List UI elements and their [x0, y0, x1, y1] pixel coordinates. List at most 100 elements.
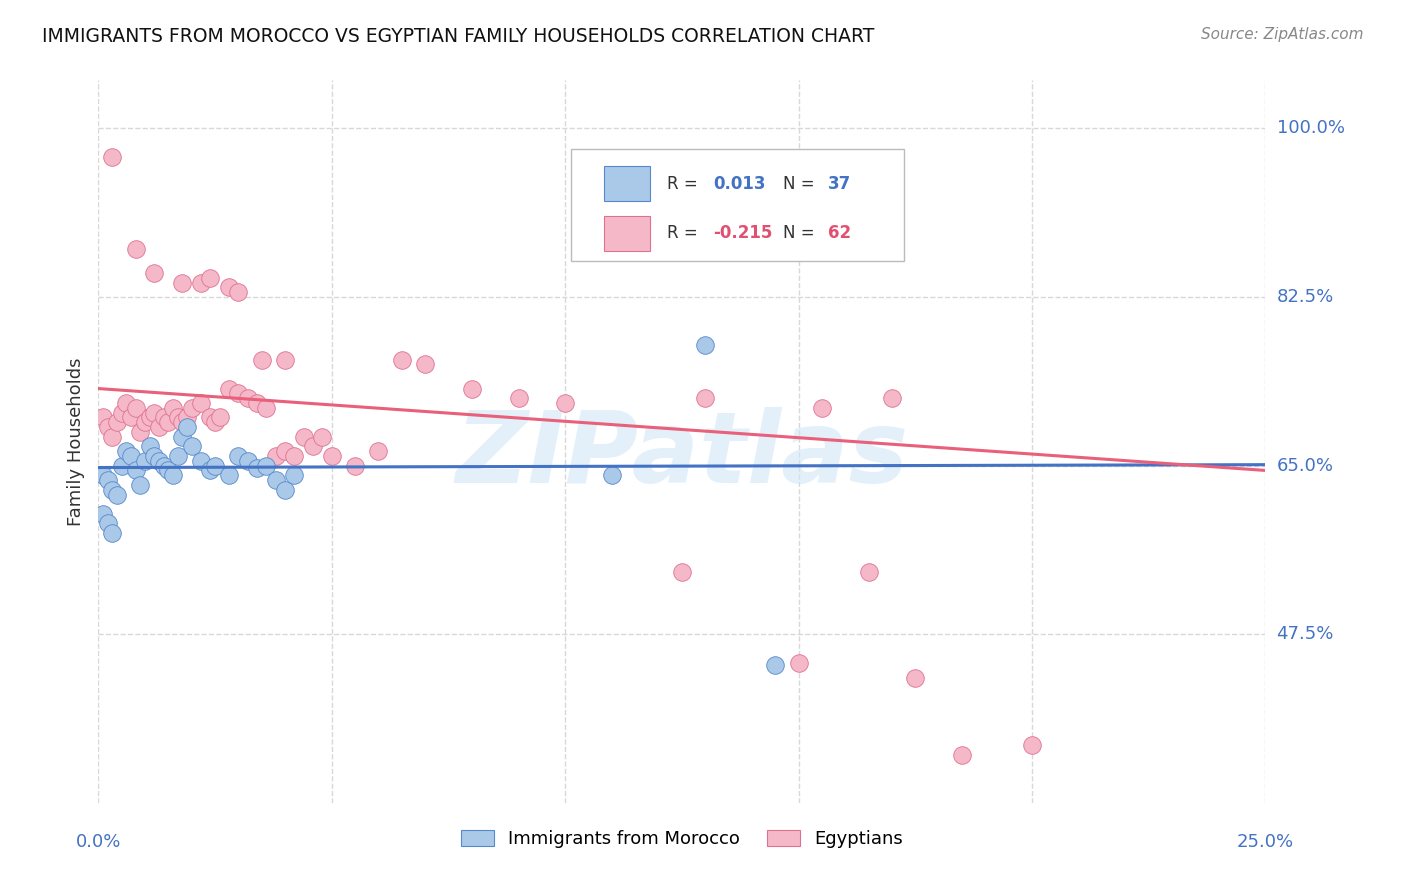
Point — [264, 473, 287, 487]
Point — [200, 270, 222, 285]
Point — [115, 444, 138, 458]
Point — [120, 449, 142, 463]
Point — [97, 516, 120, 531]
Point — [111, 406, 134, 420]
Point — [157, 415, 180, 429]
FancyBboxPatch shape — [603, 216, 651, 251]
Text: N =: N = — [783, 175, 820, 193]
FancyBboxPatch shape — [571, 149, 904, 260]
Point — [101, 150, 124, 164]
Point — [91, 468, 114, 483]
Point — [274, 444, 297, 458]
Point — [695, 391, 717, 405]
Point — [162, 401, 184, 415]
Point — [148, 454, 170, 468]
Point — [950, 747, 973, 762]
Point — [250, 352, 273, 367]
Y-axis label: Family Households: Family Households — [66, 358, 84, 525]
Point — [200, 463, 222, 477]
Point — [176, 410, 198, 425]
Point — [246, 396, 269, 410]
Point — [101, 430, 124, 444]
Point — [228, 449, 250, 463]
Point — [283, 449, 305, 463]
Point — [152, 458, 174, 473]
Point — [218, 382, 240, 396]
Text: 65.0%: 65.0% — [1277, 457, 1333, 475]
Point — [172, 430, 194, 444]
Point — [367, 444, 389, 458]
Point — [256, 458, 278, 473]
Point — [236, 391, 259, 405]
Point — [134, 415, 156, 429]
Text: 62: 62 — [828, 225, 851, 243]
Point — [166, 410, 188, 425]
Point — [190, 454, 212, 468]
Point — [190, 396, 212, 410]
Point — [105, 487, 128, 501]
Point — [787, 656, 810, 670]
FancyBboxPatch shape — [603, 166, 651, 201]
Point — [125, 401, 148, 415]
Text: 0.0%: 0.0% — [76, 833, 121, 851]
Point — [172, 415, 194, 429]
Point — [97, 420, 120, 434]
Text: 100.0%: 100.0% — [1277, 120, 1344, 137]
Point — [321, 449, 343, 463]
Point — [120, 410, 142, 425]
Point — [391, 352, 413, 367]
Point — [554, 396, 576, 410]
Point — [180, 401, 202, 415]
Text: ZIPatlas: ZIPatlas — [456, 408, 908, 505]
Point — [256, 401, 278, 415]
Point — [101, 526, 124, 541]
Point — [152, 410, 174, 425]
Point — [129, 478, 152, 492]
Point — [166, 449, 188, 463]
Point — [162, 468, 184, 483]
Text: IMMIGRANTS FROM MOROCCO VS EGYPTIAN FAMILY HOUSEHOLDS CORRELATION CHART: IMMIGRANTS FROM MOROCCO VS EGYPTIAN FAMI… — [42, 27, 875, 45]
Point — [292, 430, 315, 444]
Point — [904, 671, 927, 685]
Point — [190, 276, 212, 290]
Point — [97, 473, 120, 487]
Point — [600, 468, 623, 483]
Point — [139, 410, 162, 425]
Point — [125, 463, 148, 477]
Point — [264, 449, 287, 463]
Point — [1021, 738, 1043, 752]
Point — [246, 460, 269, 475]
Text: -0.215: -0.215 — [713, 225, 773, 243]
Text: R =: R = — [666, 175, 703, 193]
Point — [236, 454, 259, 468]
Point — [274, 352, 297, 367]
Point — [148, 420, 170, 434]
Point — [695, 338, 717, 352]
Point — [208, 410, 231, 425]
Point — [180, 439, 202, 453]
Point — [228, 386, 250, 401]
Text: 25.0%: 25.0% — [1237, 833, 1294, 851]
Point — [218, 280, 240, 294]
Point — [218, 468, 240, 483]
Point — [204, 415, 226, 429]
Point — [200, 410, 222, 425]
Point — [228, 285, 250, 300]
Point — [274, 483, 297, 497]
Text: N =: N = — [783, 225, 820, 243]
Point — [858, 565, 880, 579]
Point — [157, 463, 180, 477]
Text: 82.5%: 82.5% — [1277, 288, 1334, 306]
Point — [101, 483, 124, 497]
Point — [143, 449, 166, 463]
Text: 0.013: 0.013 — [713, 175, 766, 193]
Point — [344, 458, 367, 473]
Point — [461, 382, 484, 396]
Point — [176, 420, 198, 434]
Legend: Immigrants from Morocco, Egyptians: Immigrants from Morocco, Egyptians — [454, 822, 910, 855]
Point — [143, 406, 166, 420]
Point — [763, 658, 786, 673]
Text: 37: 37 — [828, 175, 851, 193]
Point — [115, 396, 138, 410]
Point — [311, 430, 333, 444]
